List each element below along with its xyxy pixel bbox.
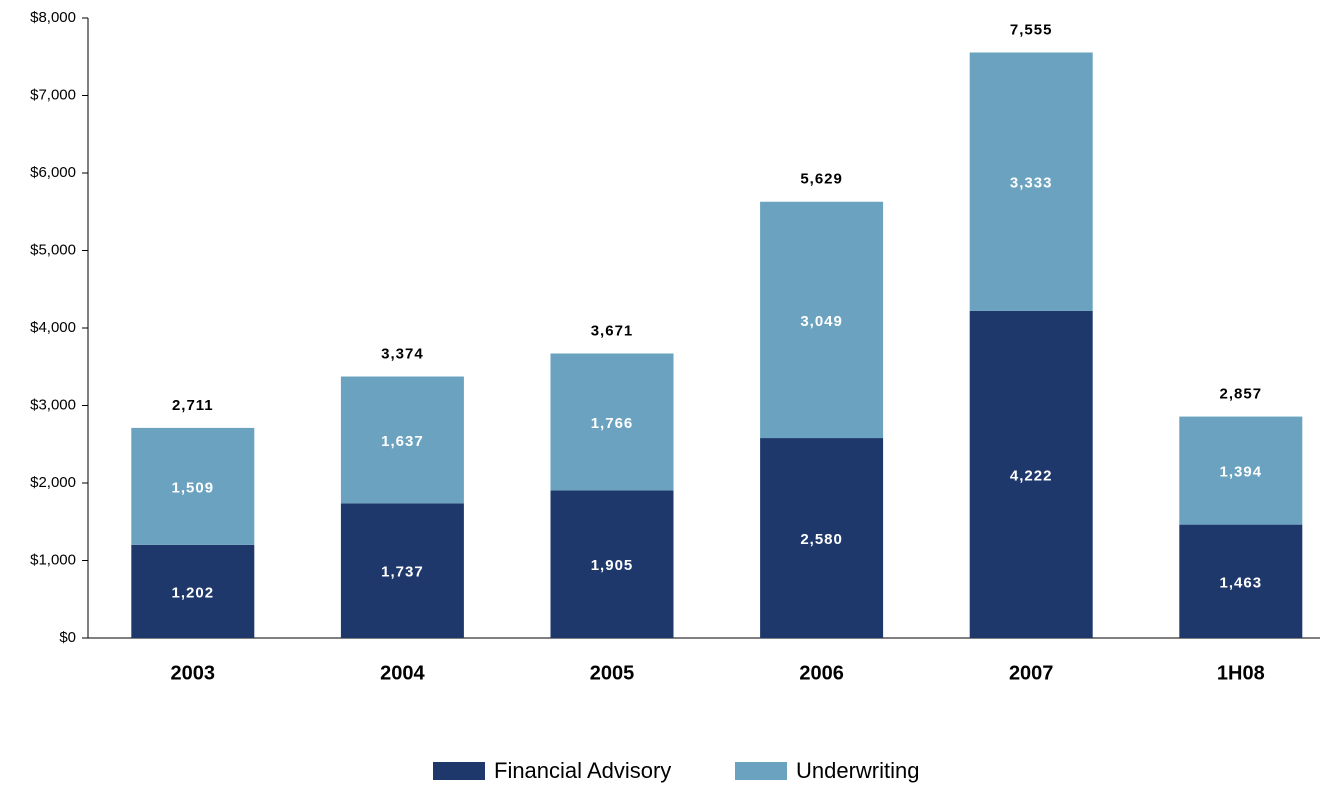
total-label: 2,711 <box>172 397 214 414</box>
legend-swatch <box>433 762 485 780</box>
y-tick-label: $3,000 <box>30 396 76 413</box>
value-label: 1,463 <box>1220 574 1263 591</box>
legend-swatch <box>735 762 787 780</box>
total-label: 3,374 <box>381 345 424 362</box>
value-label: 3,049 <box>800 313 843 330</box>
value-label: 1,905 <box>591 557 634 574</box>
y-tick-label: $7,000 <box>30 86 76 103</box>
bar-segment <box>1179 524 1303 638</box>
y-tick-label: $0 <box>59 629 76 646</box>
bar-segment <box>969 310 1093 638</box>
value-label: 2,580 <box>800 531 843 548</box>
x-tick-label: 2003 <box>171 662 216 684</box>
y-tick-label: $1,000 <box>30 551 76 568</box>
value-label: 1,202 <box>172 584 215 601</box>
y-tick-label: $8,000 <box>30 9 76 26</box>
total-label: 5,629 <box>800 171 843 188</box>
bar-segment <box>550 353 674 491</box>
value-label: 4,222 <box>1010 467 1053 484</box>
x-tick-label: 2007 <box>1009 662 1054 684</box>
bar-segment <box>969 52 1093 311</box>
bar-segment <box>1179 416 1303 525</box>
value-label: 3,333 <box>1010 175 1053 192</box>
y-tick-label: $2,000 <box>30 474 76 491</box>
total-label: 2,857 <box>1220 386 1263 403</box>
bar-segment <box>760 438 884 638</box>
x-tick-label: 2004 <box>380 662 425 684</box>
total-label: 3,671 <box>591 322 634 339</box>
bar-segment <box>131 544 255 638</box>
bar-segment <box>340 503 464 638</box>
legend-label: Financial Advisory <box>494 758 671 783</box>
bar-segment <box>760 201 884 439</box>
value-label: 1,394 <box>1220 464 1263 481</box>
total-label: 7,555 <box>1010 21 1053 38</box>
bar-segment <box>550 490 674 638</box>
x-tick-label: 2005 <box>590 662 635 684</box>
value-label: 1,766 <box>591 415 634 432</box>
value-label: 1,509 <box>172 479 215 496</box>
y-tick-label: $6,000 <box>30 164 76 181</box>
value-label: 1,737 <box>381 564 424 581</box>
bar-segment <box>340 376 464 504</box>
legend-label: Underwriting <box>796 758 920 783</box>
y-tick-label: $4,000 <box>30 319 76 336</box>
x-tick-label: 2006 <box>799 662 844 684</box>
value-label: 1,637 <box>381 433 424 450</box>
bar-segment <box>131 427 255 545</box>
y-tick-label: $5,000 <box>30 241 76 258</box>
x-tick-label: 1H08 <box>1217 662 1265 684</box>
